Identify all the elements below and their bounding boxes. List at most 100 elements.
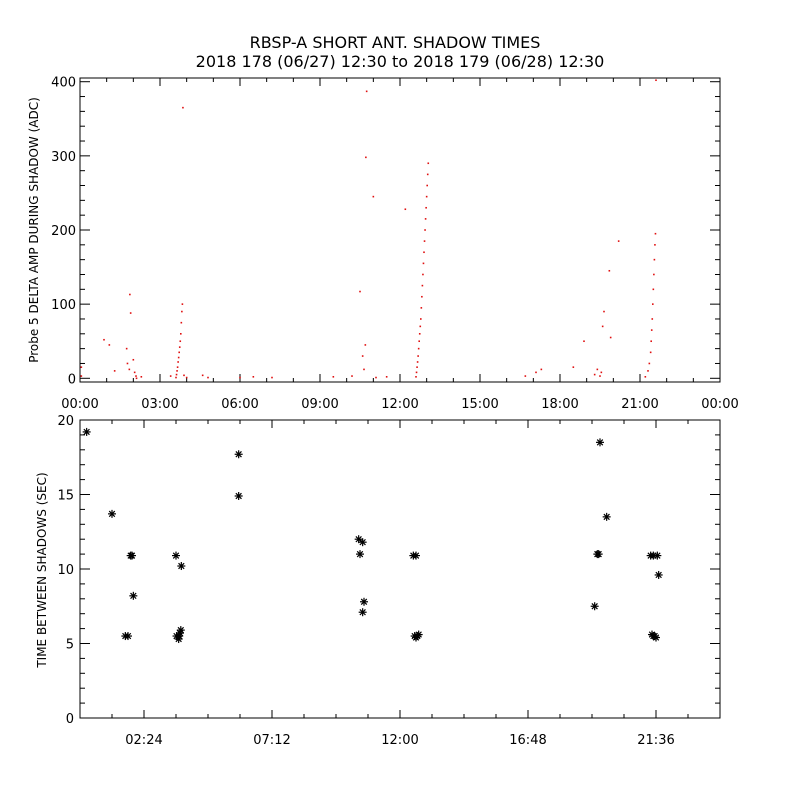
top-data-point	[652, 303, 654, 305]
bottom-axis-ticks: 02:24 07:12 12:00 16:48 21:36 0 5 10 15 20	[57, 414, 721, 748]
asterisk-stroke	[130, 592, 137, 600]
top-data-points	[80, 79, 657, 380]
top-data-point	[420, 318, 422, 320]
bottom-x-tick-label: 16:48	[509, 733, 546, 748]
top-data-point	[593, 373, 596, 376]
top-y-tick-label: 0	[68, 372, 76, 387]
asterisk-stroke	[652, 634, 660, 641]
top-data-point	[365, 90, 368, 93]
top-y-tick-label: 300	[51, 150, 76, 165]
top-data-point	[425, 195, 428, 198]
top-y-axis-label: Probe 5 DELTA AMP DURING SHADOW (ADC)	[27, 97, 41, 363]
top-data-point	[128, 368, 131, 371]
top-data-point	[175, 376, 177, 379]
top-data-point	[181, 303, 184, 305]
top-data-point	[600, 371, 603, 374]
top-x-tick-label: 15:00	[461, 397, 498, 412]
bottom-data-point	[234, 450, 243, 459]
bottom-data-point	[177, 562, 186, 571]
asterisk-stroke	[108, 510, 116, 518]
asterisk-stroke	[596, 439, 604, 446]
top-x-tick-label: 00:00	[701, 397, 738, 412]
bottom-x-tick-label: 07:12	[253, 733, 290, 748]
top-data-point	[608, 269, 611, 272]
bottom-y-tick-label: 20	[57, 414, 74, 429]
top-data-point	[648, 362, 651, 365]
top-x-tick-label: 09:00	[301, 397, 338, 412]
asterisk-stroke	[172, 552, 180, 559]
bottom-data-points	[82, 427, 663, 644]
top-data-point	[385, 376, 388, 378]
top-data-point	[361, 355, 364, 357]
bottom-x-tick-label: 12:00	[381, 733, 418, 748]
asterisk-stroke	[128, 552, 136, 559]
top-data-point	[417, 347, 420, 350]
top-data-point	[417, 355, 419, 357]
asterisk-stroke	[650, 632, 657, 640]
asterisk-stroke	[603, 513, 610, 521]
asterisk-stroke	[654, 552, 661, 559]
top-data-point	[601, 325, 604, 328]
top-data-point	[175, 373, 178, 376]
top-data-point	[181, 310, 183, 313]
top-data-point	[182, 106, 184, 109]
bottom-data-point	[176, 626, 185, 635]
top-data-point	[126, 362, 129, 365]
top-y-tick-label: 100	[51, 298, 76, 313]
bottom-data-point	[596, 438, 604, 447]
top-data-point	[652, 288, 655, 291]
top-data-point	[108, 344, 111, 346]
bottom-data-point	[412, 551, 420, 560]
top-data-point	[135, 375, 137, 377]
bottom-y-tick-label: 15	[57, 489, 74, 504]
bottom-data-point	[649, 632, 658, 641]
top-data-point	[177, 361, 179, 363]
top-data-point	[416, 361, 419, 363]
top-data-point	[653, 273, 655, 276]
top-data-point	[422, 262, 425, 265]
top-data-point	[609, 336, 612, 339]
asterisk-stroke	[356, 550, 364, 558]
top-data-point	[180, 321, 183, 324]
bottom-data-point	[358, 538, 367, 547]
bottom-y-tick-label: 0	[66, 712, 74, 727]
top-x-tick-label: 03:00	[141, 397, 178, 412]
top-data-point	[603, 310, 605, 313]
top-data-point	[572, 366, 575, 368]
top-data-point	[424, 218, 427, 220]
top-data-point	[180, 333, 182, 335]
asterisk-stroke	[235, 451, 242, 458]
asterisk-stroke	[595, 550, 602, 558]
top-data-point	[404, 208, 407, 211]
top-data-point	[365, 156, 367, 159]
top-data-point	[415, 376, 417, 378]
top-data-point	[416, 366, 418, 368]
top-data-point	[375, 376, 377, 379]
bottom-data-point	[128, 551, 136, 560]
top-data-point	[583, 340, 585, 343]
bottom-x-tick-label: 02:24	[125, 733, 162, 748]
top-data-point	[423, 251, 425, 254]
top-data-point	[599, 375, 601, 377]
top-data-point	[113, 370, 116, 372]
bottom-data-point	[414, 630, 423, 639]
top-data-point	[132, 358, 135, 361]
chart-title: RBSP-A SHORT ANT. SHADOW TIMES	[250, 33, 541, 52]
top-data-point	[271, 376, 273, 379]
asterisk-stroke	[359, 608, 366, 616]
top-data-point	[423, 240, 426, 242]
top-y-tick-label: 200	[51, 224, 76, 239]
top-data-point	[80, 375, 83, 377]
top-data-point	[207, 376, 209, 379]
bottom-data-point	[82, 427, 91, 436]
bottom-data-point	[172, 551, 180, 560]
top-data-point	[178, 346, 181, 348]
top-data-point	[80, 366, 83, 368]
bottom-y-tick-label: 5	[66, 638, 74, 653]
top-data-point	[140, 376, 143, 378]
top-data-point	[418, 340, 420, 343]
top-data-point	[415, 371, 418, 374]
chart-subtitle: 2018 178 (06/27) 12:30 to 2018 179 (06/2…	[196, 52, 605, 71]
bottom-data-point	[594, 550, 603, 559]
